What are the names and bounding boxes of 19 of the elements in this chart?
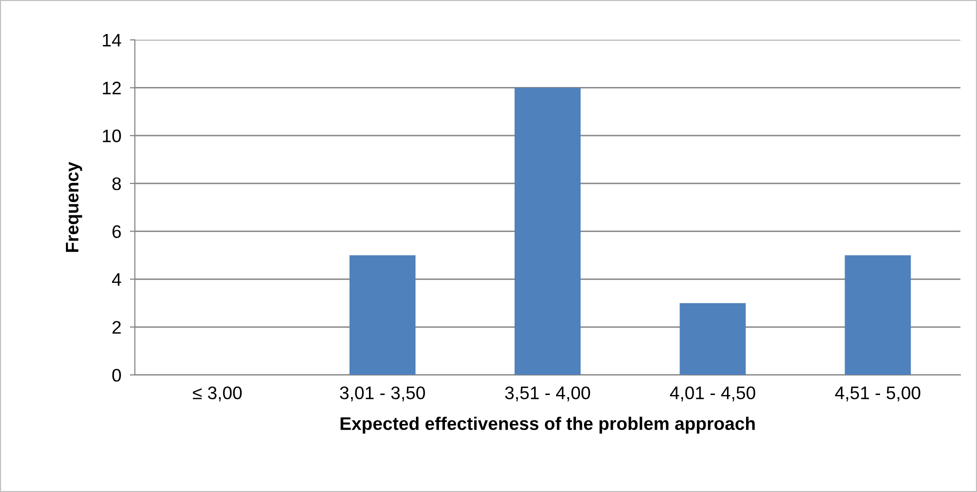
- y-tick-label: 4: [112, 273, 122, 286]
- y-tick-label: 2: [112, 320, 121, 334]
- bar: [680, 303, 746, 375]
- bar: [844, 255, 911, 375]
- y-tick-label: 6: [112, 225, 121, 238]
- x-axis-title: Expected effectiveness of the problem approach: [340, 416, 755, 434]
- x-tick-label: ≤ 3,00: [192, 386, 242, 402]
- bar: [349, 255, 416, 375]
- y-tick-label: 14: [102, 34, 122, 46]
- bar: [514, 88, 581, 375]
- y-tick-label: 0: [112, 368, 121, 382]
- x-tick-label: 3,51 - 4,00: [505, 386, 590, 402]
- x-tick-label: 4,01 - 4,50: [670, 386, 756, 402]
- y-tick-label: 8: [112, 177, 121, 190]
- y-tick-label: 12: [102, 82, 121, 94]
- x-tick-label: 3,01 - 3,50: [340, 386, 425, 402]
- y-axis-title: Frequency: [66, 162, 82, 252]
- x-tick-label: 4,51 - 5,00: [835, 386, 920, 402]
- y-tick-label: 10: [102, 130, 121, 142]
